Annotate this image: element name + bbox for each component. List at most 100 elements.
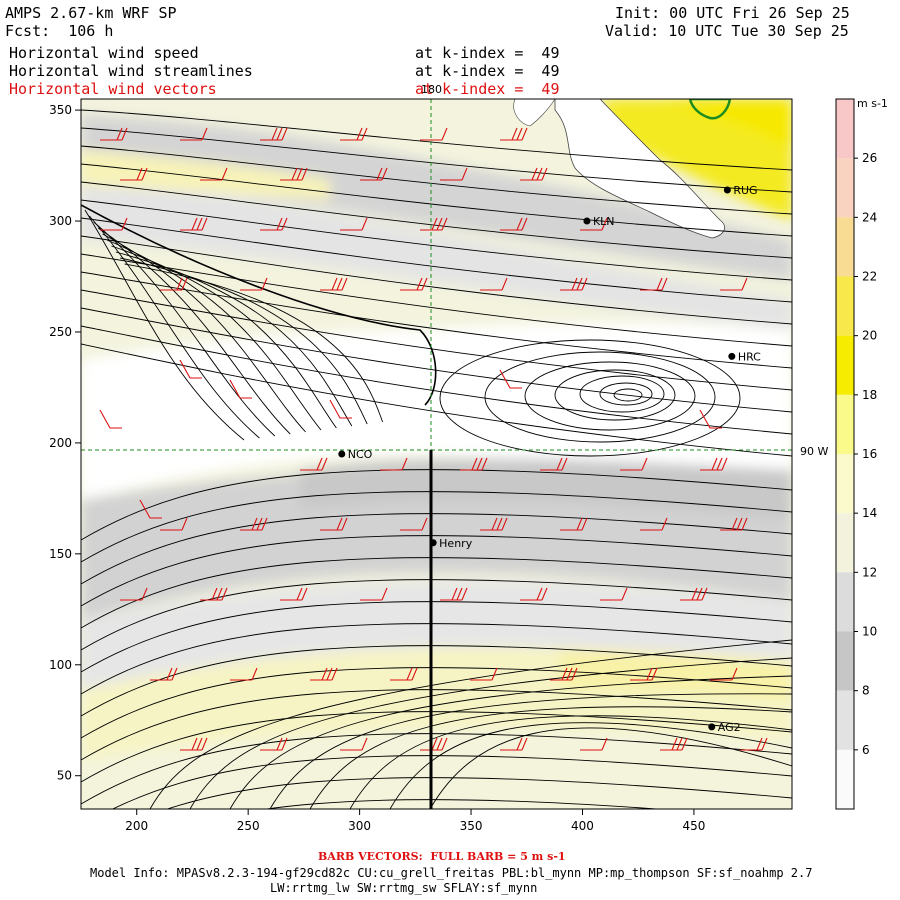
station-label: KLN (593, 215, 615, 228)
wind-barb (540, 457, 568, 471)
wind-barb (699, 409, 722, 429)
colorbar-label: 8 (862, 684, 870, 698)
wind-barb (329, 399, 352, 419)
streamline (97, 227, 291, 435)
streamline (81, 513, 792, 585)
wind-barb (420, 217, 448, 231)
streamlines (81, 109, 792, 809)
wind-speed-shading (81, 99, 792, 809)
plot-frame (80, 98, 793, 810)
wind-barbs (99, 127, 768, 751)
station-marker (728, 352, 736, 360)
wind-barb (520, 167, 548, 181)
wind-barb (260, 737, 288, 751)
colorbar-swatch (836, 158, 854, 218)
wind-barb (499, 369, 522, 389)
station-marker (708, 723, 716, 731)
y-tick-label: 100 (49, 658, 72, 672)
colorbar-swatch (836, 99, 854, 159)
wind-barb (740, 737, 768, 751)
colorbar-swatch (836, 572, 854, 632)
colorbar-label: 14 (862, 506, 877, 520)
streamline (81, 163, 792, 237)
colorbar-label: 24 (862, 210, 877, 224)
colorbar-swatch (836, 335, 854, 395)
wind-barb (400, 277, 428, 291)
streamline (81, 579, 792, 651)
wind-barb (280, 587, 308, 601)
wind-barb (340, 127, 368, 141)
wind-barb (400, 517, 428, 531)
streamline (81, 145, 792, 215)
station-label: NCO (348, 448, 373, 461)
colorbar-label: 6 (862, 743, 870, 757)
streamline (81, 343, 792, 457)
wind-barb (440, 587, 468, 601)
wind-barb (229, 379, 252, 399)
wind-barb (240, 517, 268, 531)
wind-barb (660, 737, 688, 751)
model-info: Model Info: MPASv8.2.3-194-gf29cd82c CU:… (90, 866, 813, 880)
wind-barb (100, 217, 128, 231)
station-marker (338, 450, 346, 458)
streamline (93, 221, 276, 437)
streamline (429, 727, 792, 809)
wind-barb (320, 517, 348, 531)
streamline (81, 469, 792, 541)
wind-barb (100, 127, 128, 141)
wind-barb (260, 217, 288, 231)
y-tick-label: 250 (49, 325, 72, 339)
wind-barb (340, 217, 368, 231)
streamline (81, 667, 792, 739)
wind-barb (360, 587, 388, 601)
station-label: AG2 (718, 721, 741, 734)
wind-barb (300, 457, 328, 471)
wind-barb (320, 277, 348, 291)
streamline (81, 127, 792, 193)
wind-barb (700, 457, 728, 471)
wind-barb (500, 737, 528, 751)
field-name-vectors: Horizontal wind vectors (9, 80, 217, 98)
wind-barb (310, 667, 338, 681)
wind-barb (680, 587, 708, 601)
parallel-label: 90 W (800, 445, 828, 458)
streamline (81, 711, 792, 783)
wind-barb (99, 409, 122, 429)
wind-barb (480, 517, 508, 531)
x-tick-label: 250 (237, 819, 260, 833)
wind-barb (230, 667, 258, 681)
station-marker (723, 186, 731, 194)
y-tick-label: 150 (49, 547, 72, 561)
wind-barb (150, 667, 178, 681)
station-label: HRC (738, 350, 761, 363)
streamline (81, 204, 437, 406)
x-tick-label: 200 (125, 819, 148, 833)
wind-barb (470, 667, 498, 681)
wind-barb (380, 457, 408, 471)
colorbar-label: 18 (862, 388, 877, 402)
x-tick-label: 350 (460, 819, 483, 833)
wind-barb (500, 217, 528, 231)
forecast-hour: Fcst: 106 h (5, 22, 114, 40)
station-marker (429, 539, 437, 547)
colorbar-label: 10 (862, 625, 877, 639)
colorbar-label: 12 (862, 565, 877, 579)
streamline (81, 325, 792, 435)
valid-time: Valid: 10 UTC Tue 30 Sep 25 (605, 22, 849, 40)
wind-barb (200, 167, 228, 181)
streamline (81, 181, 792, 259)
colorbar-units: m s-1 (857, 97, 888, 110)
colorbar-swatch (836, 690, 854, 750)
streamline (111, 755, 792, 809)
wind-barb (200, 587, 228, 601)
wind-barb (180, 217, 208, 231)
x-axis: 200 250 300 350 400 450 (125, 809, 705, 833)
colorbar-swatch (836, 749, 854, 809)
station-label: RUG (733, 184, 757, 197)
field-level-speed: at k-index = 49 (415, 44, 560, 62)
colorbar-swatch (836, 454, 854, 514)
colorbar-label: 22 (862, 270, 877, 284)
model-title: AMPS 2.67-km WRF SP (5, 4, 177, 22)
wind-barb (120, 167, 148, 181)
